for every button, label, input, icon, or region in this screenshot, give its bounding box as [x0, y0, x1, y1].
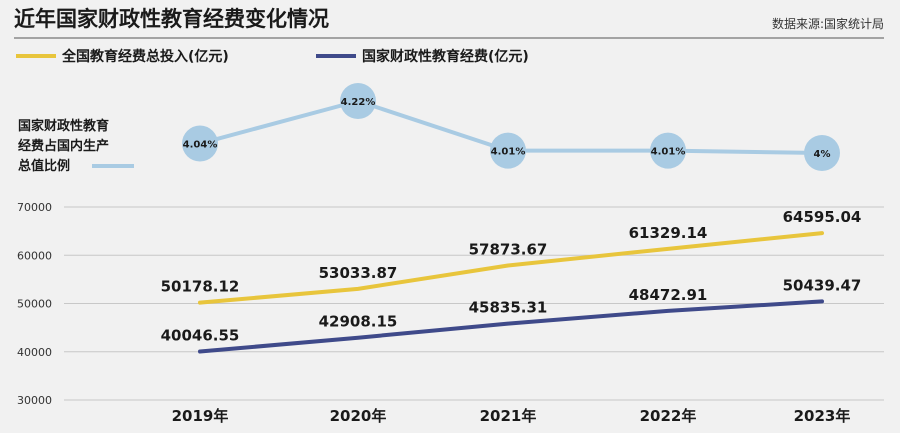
legend: 全国教育经费总投入(亿元) 国家财政性教育经费(亿元): [16, 48, 529, 65]
ratio-value-label: 4.01%: [651, 147, 686, 158]
x-tick-label: 2022年: [640, 407, 697, 425]
total-investment-point: [820, 231, 824, 235]
fiscal-funding-data-label: 48472.91: [629, 286, 708, 304]
x-tick-label: 2021年: [480, 407, 537, 425]
ratio-bubble: [490, 132, 526, 169]
y-tick-label: 60000: [17, 249, 52, 262]
value-series: [198, 231, 824, 354]
y-tick-label: 30000: [17, 394, 52, 407]
fiscal-funding-point: [506, 322, 510, 326]
ratio-label-line-3: 总值比例: [18, 158, 70, 174]
fiscal-funding-point: [356, 336, 360, 340]
fiscal-funding-data-label: 50439.47: [783, 276, 862, 294]
legend-label-total: 全国教育经费总投入(亿元): [61, 48, 229, 65]
fiscal-funding-point: [666, 309, 670, 313]
fiscal-funding-data-label: 42908.15: [319, 313, 398, 331]
fiscal-funding-data-label: 45835.31: [469, 299, 548, 317]
source-note: 数据来源:国家统计局: [772, 16, 884, 31]
ratio-label-line-1: 国家财政性教育: [18, 118, 109, 134]
legend-label-fiscal: 国家财政性教育经费(亿元): [362, 48, 529, 65]
ratio-bubble: [650, 132, 686, 169]
total-investment-point: [356, 287, 360, 291]
y-tick-label: 50000: [17, 298, 52, 311]
ratio-value-label: 4%: [814, 149, 831, 160]
ratio-label-line-2: 经费占国内生产: [18, 138, 109, 154]
ratio-bubble: [804, 135, 840, 171]
total-investment-point: [506, 264, 510, 268]
fiscal-funding-data-label: 40046.55: [161, 327, 240, 345]
fiscal-funding-point: [820, 299, 824, 303]
y-tick-label: 70000: [17, 201, 52, 214]
ratio-value-label: 4.22%: [341, 97, 376, 108]
ratio-series: 4.04% 4.22% 4.01% 4.01% 4%: [182, 83, 840, 171]
x-tick-label: 2020年: [330, 407, 387, 425]
total-investment-data-label: 53033.87: [319, 264, 398, 282]
ratio-bubble: [340, 83, 376, 119]
ratio-legend: 国家财政性教育 经费占国内生产 总值比例: [18, 118, 134, 174]
total-investment-point: [666, 247, 670, 251]
ratio-value-label: 4.01%: [491, 147, 526, 158]
total-investment-data-label: 61329.14: [629, 224, 708, 242]
total-investment-point: [198, 301, 202, 305]
total-investment-data-label: 64595.04: [783, 208, 862, 226]
total-investment-data-label: 50178.12: [161, 278, 240, 296]
y-tick-label: 40000: [17, 346, 52, 359]
total-investment-data-label: 57873.67: [469, 241, 548, 259]
chart-title: 近年国家财政性教育经费变化情况: [14, 7, 329, 31]
ratio-bubble: [182, 125, 218, 162]
data-labels: 50178.12 53033.87 57873.67 61329.14 64595.04…: [161, 208, 862, 344]
axes: 70000 60000 50000 40000 30000 2019年 2020年 2021年…: [17, 201, 850, 425]
x-tick-label: 2023年: [794, 407, 851, 425]
x-tick-label: 2019年: [172, 407, 229, 425]
fiscal-funding-point: [198, 350, 202, 354]
ratio-value-label: 4.04%: [183, 140, 218, 151]
